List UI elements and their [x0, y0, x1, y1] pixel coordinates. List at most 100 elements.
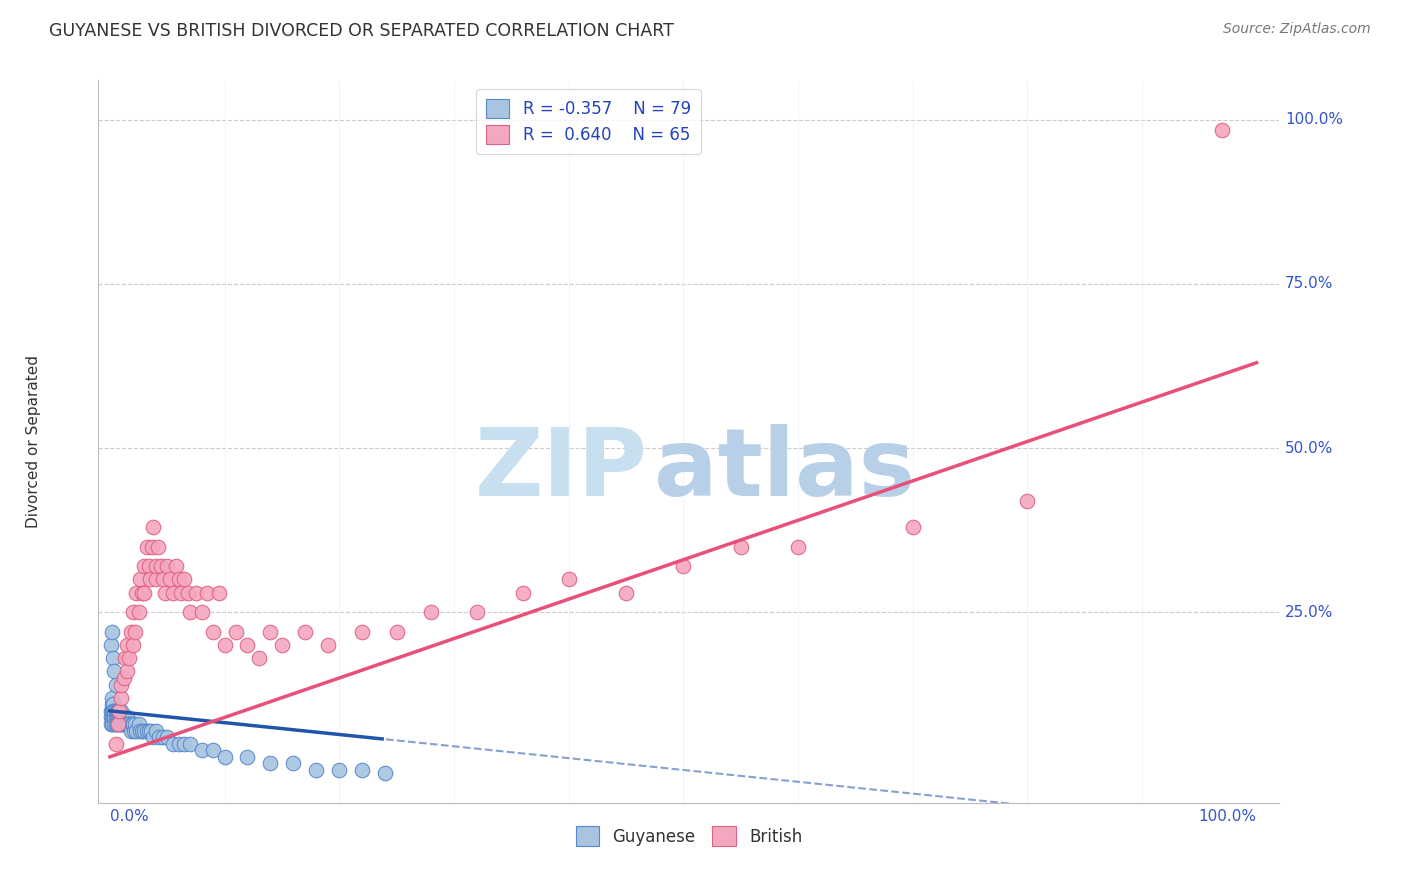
Point	[121, 605, 143, 619]
Point	[786, 540, 808, 554]
Point	[167, 573, 190, 587]
Point	[202, 625, 225, 640]
Point	[294, 625, 316, 640]
Point	[134, 559, 156, 574]
Point	[105, 704, 128, 718]
Point	[162, 737, 184, 751]
Point	[110, 710, 132, 724]
Point	[142, 730, 165, 744]
Text: Source: ZipAtlas.com: Source: ZipAtlas.com	[1223, 22, 1371, 37]
Point	[104, 737, 127, 751]
Point	[103, 710, 125, 724]
Point	[112, 671, 135, 685]
Point	[173, 737, 195, 751]
Point	[305, 763, 328, 777]
Point	[110, 677, 132, 691]
Text: 100.0%: 100.0%	[1285, 112, 1343, 128]
Point	[236, 638, 259, 652]
Point	[901, 520, 924, 534]
Point	[114, 651, 136, 665]
Point	[101, 704, 124, 718]
Point	[283, 756, 305, 771]
Point	[614, 585, 637, 599]
Point	[135, 723, 157, 738]
Point	[101, 710, 124, 724]
Point	[107, 710, 129, 724]
Point	[141, 540, 163, 554]
Point	[557, 573, 579, 587]
Point	[117, 717, 139, 731]
Point	[190, 605, 212, 619]
Point	[128, 717, 150, 731]
Point	[145, 723, 167, 738]
Point	[110, 690, 132, 705]
Text: 0.0%: 0.0%	[110, 809, 149, 824]
Text: ZIP: ZIP	[475, 425, 648, 516]
Point	[105, 717, 128, 731]
Point	[124, 717, 146, 731]
Point	[159, 573, 181, 587]
Point	[146, 540, 169, 554]
Point	[141, 723, 163, 738]
Legend: Guyanese, British: Guyanese, British	[569, 820, 808, 852]
Point	[420, 605, 443, 619]
Point	[114, 710, 136, 724]
Point	[173, 573, 195, 587]
Point	[111, 710, 134, 724]
Text: 50.0%: 50.0%	[1285, 441, 1333, 456]
Point	[134, 585, 156, 599]
Point	[121, 638, 143, 652]
Point	[148, 730, 170, 744]
Point	[152, 730, 174, 744]
Point	[104, 677, 127, 691]
Point	[179, 605, 201, 619]
Point	[120, 723, 142, 738]
Text: GUYANESE VS BRITISH DIVORCED OR SEPARATED CORRELATION CHART: GUYANESE VS BRITISH DIVORCED OR SEPARATE…	[49, 22, 673, 40]
Point	[1211, 122, 1233, 136]
Point	[145, 559, 167, 574]
Point	[108, 717, 131, 731]
Point	[104, 704, 127, 718]
Point	[214, 638, 236, 652]
Text: 100.0%: 100.0%	[1198, 809, 1257, 824]
Point	[124, 625, 146, 640]
Point	[270, 638, 292, 652]
Point	[374, 766, 396, 780]
Point	[247, 651, 270, 665]
Point	[138, 723, 160, 738]
Point	[165, 559, 187, 574]
Point	[115, 717, 138, 731]
Point	[120, 625, 142, 640]
Point	[316, 638, 339, 652]
Point	[122, 723, 145, 738]
Point	[150, 559, 173, 574]
Point	[101, 717, 124, 731]
Point	[134, 723, 156, 738]
Point	[139, 573, 162, 587]
Point	[101, 625, 124, 640]
Point	[115, 717, 138, 731]
Point	[115, 665, 138, 679]
Point	[103, 651, 125, 665]
Point	[152, 573, 174, 587]
Point	[104, 710, 127, 724]
Point	[101, 698, 124, 712]
Point	[112, 717, 135, 731]
Point	[103, 704, 125, 718]
Point	[100, 638, 122, 652]
Point	[103, 704, 125, 718]
Point	[128, 605, 150, 619]
Point	[101, 690, 124, 705]
Point	[100, 717, 122, 731]
Point	[121, 717, 143, 731]
Point	[100, 704, 122, 718]
Point	[121, 717, 143, 731]
Point	[131, 723, 153, 738]
Point	[259, 756, 281, 771]
Point	[167, 737, 190, 751]
Point	[202, 743, 225, 757]
Point	[153, 585, 176, 599]
Point	[108, 704, 131, 718]
Point	[225, 625, 247, 640]
Point	[108, 704, 131, 718]
